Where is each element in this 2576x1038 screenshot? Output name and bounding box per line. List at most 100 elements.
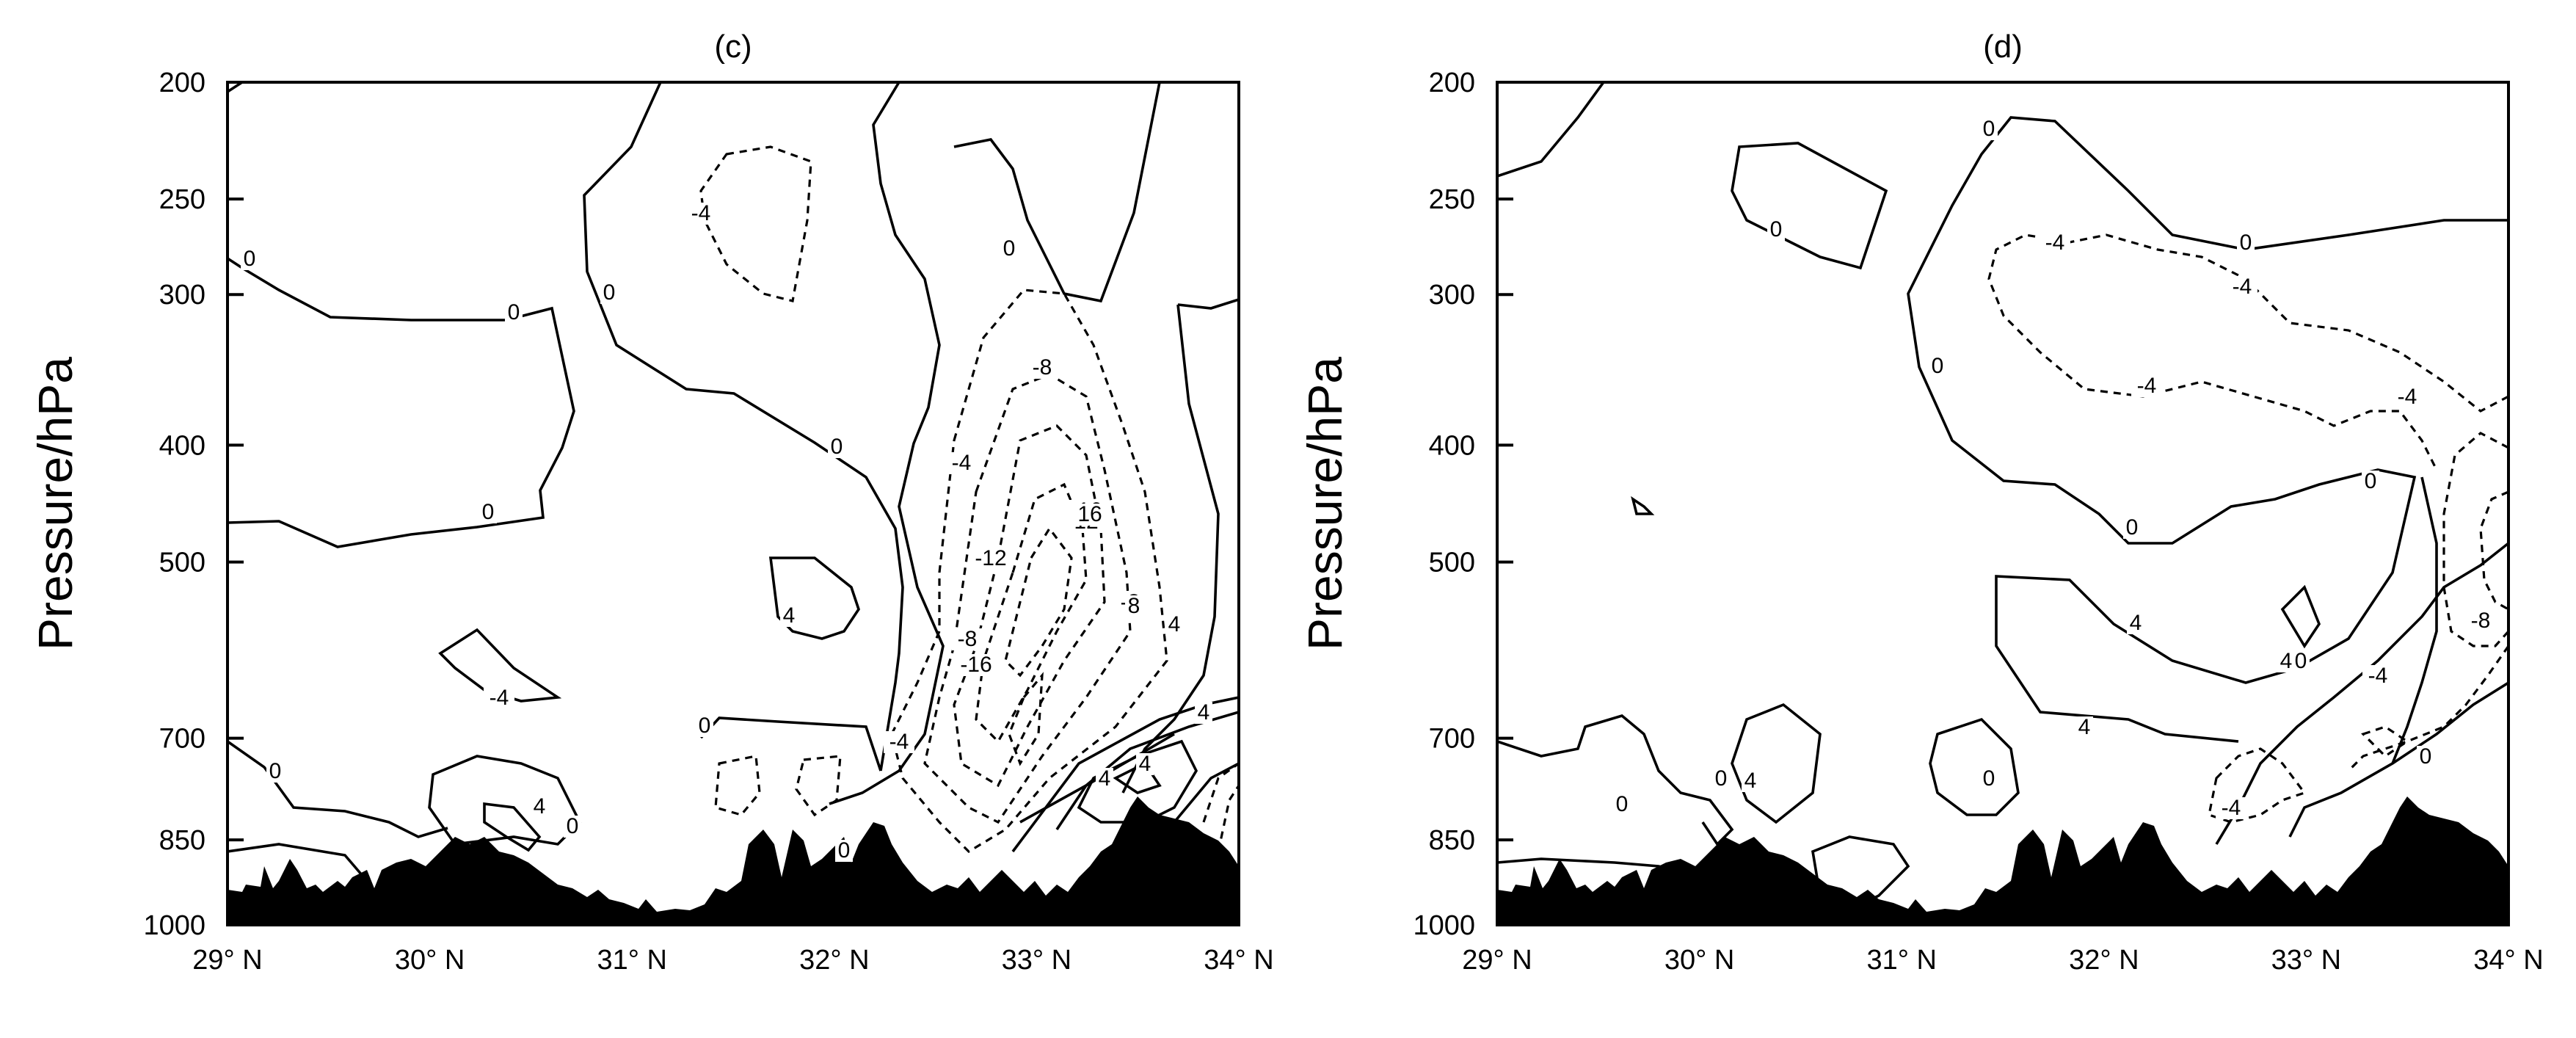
contour-label: 0 bbox=[699, 714, 711, 738]
contour-label-bg bbox=[946, 452, 977, 474]
d-contour-0-e bbox=[2215, 542, 2508, 845]
c-contour-0-e bbox=[699, 716, 882, 772]
contour-label: 0 bbox=[2420, 744, 2432, 769]
y-tick-label: 400 bbox=[159, 430, 205, 461]
c-contour-0-b bbox=[228, 740, 448, 838]
contour-label: 4 bbox=[783, 603, 796, 628]
c-contour-neg-6 bbox=[953, 424, 1106, 788]
y-tick-label: 200 bbox=[1429, 68, 1475, 98]
x-tick-label: 32° N bbox=[2069, 945, 2139, 976]
contour-label-bg bbox=[1712, 768, 1730, 790]
d-contour-pos-a bbox=[2391, 476, 2438, 764]
contour-label: 0 bbox=[1983, 117, 1995, 141]
contour-label-bg bbox=[1929, 355, 1946, 377]
contour-label: 0 bbox=[1770, 217, 1783, 242]
contour-label: 0 bbox=[567, 814, 579, 838]
contour-label: -4 bbox=[2137, 374, 2157, 398]
c-contour-neg-2 bbox=[714, 755, 761, 816]
contour-label: -4 bbox=[2045, 231, 2065, 255]
contour-label: -12 bbox=[975, 546, 1006, 570]
panel-c-terrain bbox=[228, 796, 1239, 925]
d-contour-0-d bbox=[1907, 116, 2508, 743]
contour-label-bg bbox=[828, 436, 845, 458]
contour-label: 0 bbox=[508, 300, 520, 324]
contour-label: -8 bbox=[2471, 609, 2491, 633]
c-contour-neg-9 bbox=[1008, 672, 1044, 766]
y-tick-label: 250 bbox=[1429, 184, 1475, 215]
contour-label-bg bbox=[2362, 471, 2379, 493]
contour-label: 0 bbox=[2365, 469, 2377, 493]
panel-d-axes bbox=[1496, 81, 2510, 926]
contour-label: -4 bbox=[2368, 664, 2388, 688]
contour-label-bg bbox=[1980, 118, 1998, 140]
contour-label: 0 bbox=[482, 500, 495, 524]
y-tick-label: 700 bbox=[1429, 724, 1475, 755]
x-tick-label: 29° N bbox=[1462, 945, 1532, 976]
contour-label: 4 bbox=[2130, 611, 2142, 635]
panel-d-title: (d) bbox=[1983, 29, 2023, 65]
c-contour-neg-11 bbox=[1217, 785, 1239, 852]
contour-label-bg bbox=[1074, 504, 1105, 526]
contour-label-bg bbox=[2362, 665, 2393, 687]
contour-label: 0 bbox=[1715, 766, 1728, 791]
contour-label: 0 bbox=[269, 759, 282, 783]
y-tick-label: 850 bbox=[159, 825, 205, 856]
y-tick-label: 500 bbox=[159, 548, 205, 578]
contour-label: 4 bbox=[2078, 715, 2091, 739]
d-contour-0-b bbox=[1731, 142, 1888, 270]
panel-d-tick-labels: 29° N 30° N 31° N 32° N 33° N 34° N 200 250 300 4… bbox=[1413, 68, 2543, 976]
contour-label-bg bbox=[505, 302, 523, 324]
y-tick-label: 300 bbox=[159, 280, 205, 311]
c-contour-0-a bbox=[228, 257, 575, 548]
contour-label: -16 bbox=[960, 653, 992, 677]
contour-label-bg bbox=[2131, 375, 2162, 397]
x-tick-label: 34° N bbox=[2473, 945, 2543, 976]
contour-label-bg bbox=[835, 840, 853, 862]
c-contour-0-f bbox=[829, 82, 945, 805]
d-contour-0-g bbox=[1731, 703, 1822, 824]
c-contour-0-i bbox=[1177, 298, 1239, 310]
d-contour-neg-2 bbox=[2442, 432, 2508, 647]
contour-label-bg bbox=[2465, 610, 2496, 632]
contour-label-bg bbox=[1136, 753, 1154, 775]
contour-label-bg bbox=[2227, 276, 2257, 298]
c-contour-0-c bbox=[228, 843, 368, 882]
panel-d: (d) Pressure/hPa bbox=[1298, 29, 2544, 976]
contour-label-bg bbox=[1096, 768, 1113, 790]
c-contour-neg-4 bbox=[890, 288, 1168, 854]
c-contour-pos-3 bbox=[428, 755, 582, 846]
y-tick-label: 700 bbox=[159, 724, 205, 755]
contour-label-bg bbox=[2277, 650, 2295, 672]
panel-d-terrain bbox=[1497, 796, 2508, 925]
contour-label: 4 bbox=[1198, 700, 1210, 725]
contour-label-bg bbox=[1980, 768, 1998, 790]
contour-label-bg bbox=[685, 203, 716, 225]
contour-label-bg bbox=[2237, 232, 2255, 254]
panel-c-contour-labels: 0000000000-4-4-4-4-8-8-8-12-12-16-164444… bbox=[241, 201, 1212, 863]
contour-label: -4 bbox=[2222, 796, 2241, 820]
contour-label-bg bbox=[952, 628, 983, 650]
panel-c-title: (c) bbox=[714, 29, 752, 65]
contour-label-bg bbox=[564, 816, 581, 838]
x-tick-label: 31° N bbox=[1866, 945, 1936, 976]
c-contour-0-d bbox=[583, 82, 904, 772]
contour-label: 0 bbox=[603, 280, 616, 305]
contour-label-bg bbox=[2392, 386, 2423, 408]
contour-label-bg bbox=[780, 605, 798, 627]
contour-label-bg bbox=[2127, 612, 2144, 634]
y-tick-label: 850 bbox=[1429, 825, 1475, 856]
c-contour-neg-1 bbox=[699, 145, 812, 302]
x-tick-label: 33° N bbox=[1002, 945, 1071, 976]
panel-c-frame bbox=[226, 81, 1240, 926]
y-tick-label: 400 bbox=[1429, 430, 1475, 461]
c-contour-pos-8 bbox=[1113, 761, 1162, 794]
contour-label: 0 bbox=[831, 435, 843, 459]
contour-label-bg bbox=[696, 715, 713, 737]
contour-label-bg bbox=[2075, 716, 2093, 738]
contour-label: -4 bbox=[490, 686, 509, 710]
contour-label: -4 bbox=[2233, 275, 2252, 299]
c-contour-neg-7 bbox=[975, 482, 1088, 744]
x-tick-label: 30° N bbox=[395, 945, 465, 976]
y-tick-label: 1000 bbox=[1413, 910, 1475, 941]
contour-label: 4 bbox=[534, 794, 546, 819]
